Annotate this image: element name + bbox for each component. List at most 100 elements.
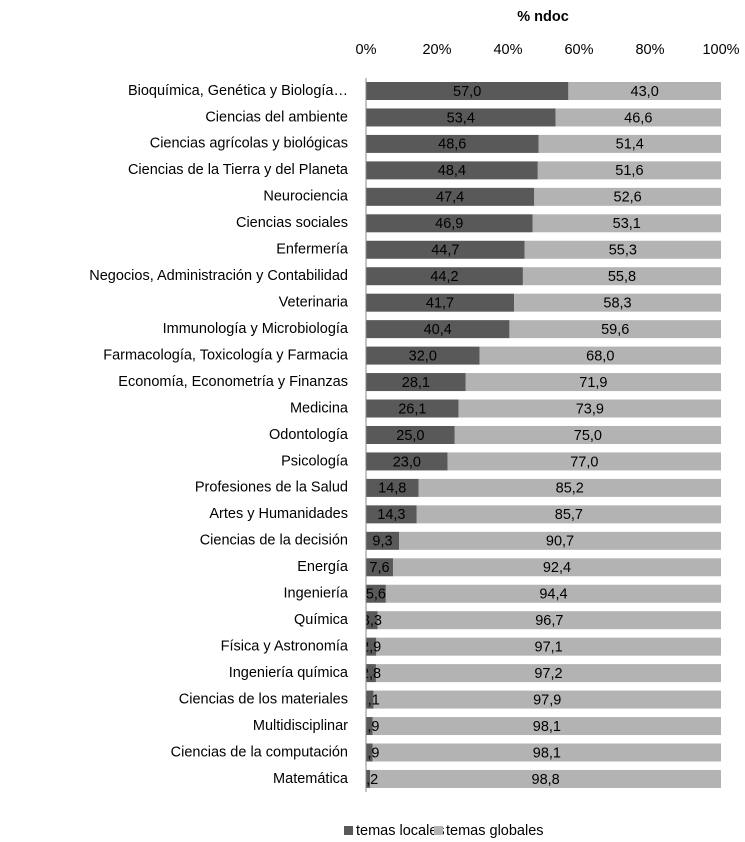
bar-segment [418,478,721,497]
y-tick-label: Ingeniería [284,586,349,602]
bar-segment [568,82,721,100]
bar-segment [366,346,480,365]
bar-segment [376,637,721,656]
data-label: 2,9 [361,639,381,655]
data-label: 75,0 [574,428,602,444]
bar-segment [373,690,721,709]
data-label: 98,1 [533,719,561,735]
data-label: 7,6 [369,560,389,576]
bar-segment [366,478,419,497]
data-label: 1,9 [359,719,379,735]
data-label: 55,3 [609,243,637,259]
bar-segment [555,108,721,127]
data-labels: 57,0 43,0 53,4 46,6 48,6 51,4 48,4 51,6 47,4 52,6… [359,84,659,788]
bar-segment [416,505,721,524]
y-tick-label: Ciencias del ambiente [205,109,348,125]
legend-label: temas globales [446,823,544,839]
x-tick-label: 80% [635,42,664,58]
bar-segment [366,664,376,683]
bar-segment [366,267,523,286]
bar-segment [372,717,721,736]
data-label: 51,4 [616,137,644,153]
bar-segment [537,161,721,180]
x-tick-label: 20% [422,42,451,58]
bar-segment [465,373,721,392]
data-label: 71,9 [579,375,607,391]
data-label: 73,9 [576,401,604,417]
data-label: 92,4 [543,560,571,576]
data-label: 57,0 [453,84,481,100]
bar-segment [366,425,455,444]
bar-segment [366,240,525,259]
y-tick-label: Odontología [269,427,349,443]
y-tick-label: Immunología y Microbiología [163,321,349,337]
bar-segment [366,717,373,736]
y-tick-label: Neurociencia [263,189,349,205]
data-label: 85,2 [556,481,584,497]
bar-segment [366,505,417,524]
data-label: 52,6 [614,190,642,206]
x-tick-label: 40% [493,42,522,58]
x-tick-label: 100% [702,42,739,58]
legend-swatch [434,826,443,835]
bar-segment [538,134,721,153]
y-tick-label: Matemática [273,771,349,787]
y-tick-label: Medicina [290,400,349,416]
data-label: 5,6 [366,587,386,603]
bar-segment [372,743,721,762]
bar-segment [532,214,721,233]
bar-segment [366,108,556,127]
bar-segment [454,425,721,444]
data-label: 53,1 [613,216,641,232]
axis-title: % ndoc [517,9,569,25]
y-tick-label: Ciencias agrícolas y biológicas [150,136,348,152]
bar-segment [366,399,459,418]
data-label: 55,8 [608,269,636,285]
data-label: 26,1 [398,401,426,417]
data-label: 43,0 [631,84,659,100]
y-tick-label: Física y Astronomía [221,638,349,654]
y-tick-label: Enfermería [276,242,349,258]
y-tick-label: Ciencias de la Tierra y del Planeta [128,162,349,178]
y-tick-label: Multidisciplinar [253,718,348,734]
y-tick-label: Química [294,612,349,628]
data-label: 51,6 [615,163,643,179]
bar-segment [366,558,393,577]
data-label: 97,9 [533,692,561,708]
bar-segment [366,373,466,392]
data-label: 77,0 [570,454,598,470]
data-label: 2,1 [360,692,380,708]
data-label: 1,9 [359,745,379,761]
y-tick-label: Ciencias de la decisión [200,533,348,549]
bar-segment [447,452,721,471]
bar-segment [366,161,538,180]
bar-segment [366,452,448,471]
plot-area [366,82,721,788]
data-label: 14,3 [377,507,405,523]
data-label: 41,7 [426,296,454,312]
data-label: 98,8 [532,772,560,788]
y-tick-label: Bioquímica, Genética y Biología… [128,83,348,99]
data-label: 25,0 [396,428,424,444]
bar-segment [366,134,539,153]
x-tick-label: 60% [564,42,593,58]
bar-segment [366,214,533,233]
bar-segment [399,531,721,550]
data-label: 14,8 [378,481,406,497]
data-label: 98,1 [533,745,561,761]
y-tick-label: Farmacología, Toxicología y Farmacia [103,347,349,363]
data-label: 28,1 [402,375,430,391]
data-label: 90,7 [546,534,574,550]
data-label: 53,4 [447,110,475,126]
data-label: 2,8 [361,666,381,682]
data-label: 59,6 [601,322,629,338]
y-tick-label: Psicología [281,453,349,469]
data-label: 58,3 [603,296,631,312]
data-label: 9,3 [372,534,392,550]
data-label: 23,0 [393,454,421,470]
y-tick-label: Ingeniería química [229,665,349,681]
legend-swatch [344,826,353,835]
data-label: 96,7 [535,613,563,629]
bar-segment [524,240,721,259]
bar-segment [370,769,721,788]
